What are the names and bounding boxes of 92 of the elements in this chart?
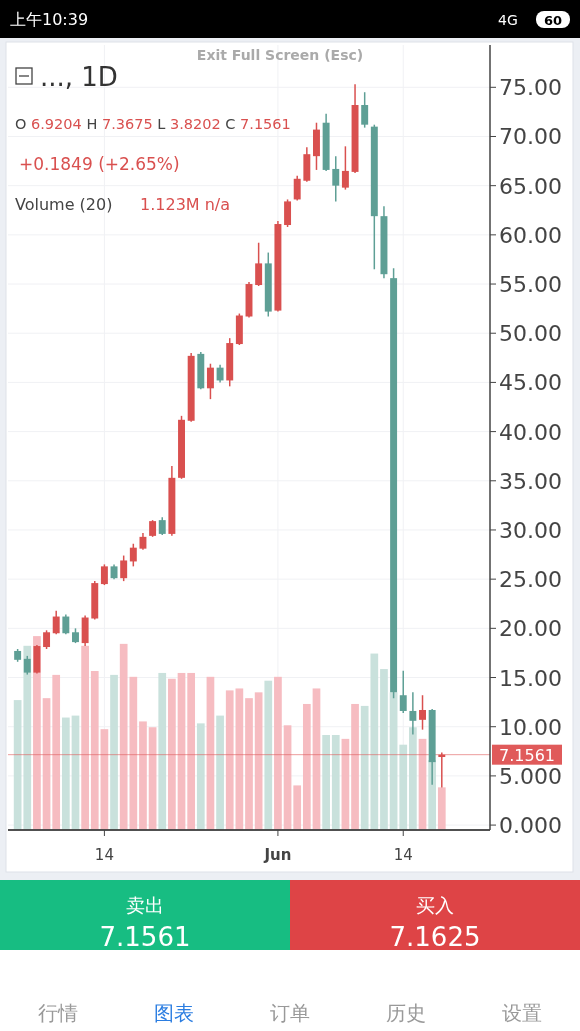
y-tick-label: 50.00 (499, 321, 562, 347)
candlestick (419, 694, 426, 731)
bar (235, 688, 244, 830)
y-tick-label: 0.000 (499, 813, 562, 839)
bar (293, 785, 302, 830)
bar (312, 688, 321, 830)
text: ..., 1D (40, 62, 118, 92)
bar (437, 787, 446, 830)
bar (399, 744, 408, 830)
y-tick-label: 55.00 (499, 272, 562, 298)
bar (81, 645, 89, 830)
text: 历史 (386, 1001, 426, 1025)
text: 买入 (416, 894, 454, 916)
bar (100, 729, 109, 830)
candlestick (100, 563, 108, 586)
y-tick-label: 40.00 (499, 419, 562, 445)
y-tick-label: 65.00 (499, 173, 562, 199)
bar (418, 738, 427, 830)
y-tick-label: 10.00 (499, 714, 562, 740)
text: 设置 (502, 1001, 542, 1025)
bar (71, 715, 80, 830)
candlestick (23, 655, 31, 676)
bar (283, 725, 292, 830)
bar (90, 671, 99, 830)
bar (264, 680, 273, 830)
candlestick (399, 669, 407, 714)
text: 7.1561 (99, 922, 191, 952)
bar (331, 734, 340, 830)
bar (13, 700, 22, 830)
annotation: +0.1849 (+2.65%) (19, 154, 180, 174)
bar (380, 669, 388, 830)
bar (139, 721, 147, 830)
candlestick (206, 362, 214, 400)
text: 7.1625 (389, 922, 481, 952)
bar (61, 717, 70, 830)
y-tick-label: 15.00 (499, 665, 562, 691)
bar (409, 727, 417, 830)
bar (23, 645, 32, 830)
x-tick-label: 14 (94, 846, 114, 864)
bar (158, 672, 167, 830)
annotation: Volume (20) (15, 195, 113, 214)
text: 上午10:39 (10, 10, 89, 29)
bar (225, 690, 234, 830)
bar (302, 703, 311, 830)
bar (187, 672, 196, 830)
ref-line-label: 7.1561 (499, 745, 555, 765)
y-tick-label: 70.00 (499, 124, 562, 150)
text: 行情 (38, 1001, 78, 1025)
y-tick-label: 60.00 (499, 222, 562, 248)
y-tick-label: 20.00 (499, 616, 562, 642)
bar (274, 676, 282, 830)
bar (42, 698, 51, 830)
candlestick (284, 198, 292, 228)
candlestick (120, 554, 128, 582)
y-tick-label: 75.00 (499, 75, 562, 101)
candlestick (52, 609, 60, 635)
candlestick (62, 613, 70, 635)
bar (177, 672, 186, 830)
bar (206, 676, 215, 830)
bar (351, 703, 359, 830)
annotation: 1.123M n/a (140, 195, 231, 214)
bar (341, 738, 350, 830)
bar (245, 698, 253, 830)
candlestick (43, 629, 51, 650)
y-tick-label: 45.00 (499, 370, 562, 396)
text: 图表 (154, 1001, 194, 1025)
candlestick (361, 91, 369, 129)
y-tick-label: 35.00 (499, 468, 562, 494)
bar (322, 734, 330, 830)
bar (196, 723, 205, 830)
annotation: Exit Full Screen (Esc) (196, 47, 364, 63)
bar (254, 692, 263, 830)
text: 4G (498, 12, 518, 28)
annotation: O 6.9204 H 7.3675 L 3.8202 C 7.1561 (15, 116, 291, 132)
y-tick-label: 5.000 (499, 763, 562, 789)
y-tick-label: 25.00 (499, 567, 562, 593)
candlestick (341, 145, 349, 191)
bar (148, 727, 157, 830)
text: 60 (543, 13, 563, 28)
candlestick (255, 241, 263, 287)
bar (110, 674, 118, 830)
bar (216, 715, 224, 830)
x-tick-label: 14 (393, 846, 413, 864)
x-tick-label: Jun (263, 846, 292, 864)
candlestick (293, 175, 301, 202)
candlestick (129, 542, 137, 568)
text: 订单 (270, 1001, 310, 1025)
bar (168, 678, 176, 830)
y-tick-label: 30.00 (499, 517, 562, 543)
text: 卖出 (126, 894, 164, 916)
candlestick (332, 155, 340, 203)
bar (52, 674, 61, 830)
